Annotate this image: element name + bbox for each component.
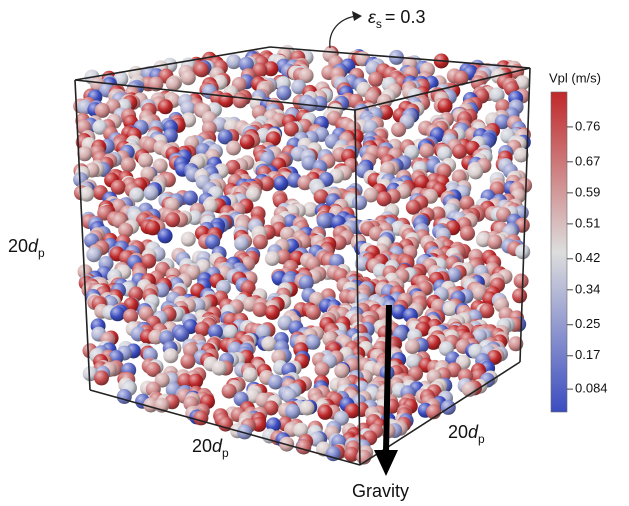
colorbar-title: Vpl (m/s) xyxy=(549,70,601,85)
particle xyxy=(391,122,406,137)
particle xyxy=(315,362,330,377)
colorbar: 0.76 0.67 0.59 0.51 0.42 0.34 0.25 0.17 0.084 xyxy=(551,92,608,412)
particle xyxy=(487,234,502,249)
particle xyxy=(460,226,475,241)
particle xyxy=(145,220,160,235)
tick-label: 0.59 xyxy=(575,184,600,199)
tick-label: 0.25 xyxy=(575,316,600,331)
particle xyxy=(352,195,367,210)
tick-label: 0.084 xyxy=(575,381,608,396)
figure: εs= 0.3 20dp 20dp 20dp Gravity Vpl (m/s)… xyxy=(0,0,629,506)
particle xyxy=(253,234,268,249)
particle xyxy=(512,288,527,303)
particle xyxy=(212,361,227,376)
particle xyxy=(406,200,421,215)
particle xyxy=(276,86,291,101)
particle xyxy=(138,153,153,168)
tick-label: 0.67 xyxy=(575,153,600,168)
particle xyxy=(243,367,258,382)
tick-label: 0.42 xyxy=(575,250,600,265)
particle xyxy=(468,164,483,179)
gravity-label: Gravity xyxy=(352,481,409,501)
particle xyxy=(226,54,241,69)
particle xyxy=(123,309,138,324)
particle xyxy=(240,134,255,149)
particle xyxy=(306,305,321,320)
particle xyxy=(163,348,178,363)
particle xyxy=(110,306,125,321)
particle xyxy=(121,157,136,172)
particle xyxy=(94,370,109,385)
particle xyxy=(265,305,280,320)
particle xyxy=(226,141,241,156)
particle xyxy=(515,244,530,259)
particle xyxy=(158,228,173,243)
particle xyxy=(86,247,101,262)
particle xyxy=(181,70,196,85)
dimension-label: 20dp xyxy=(448,422,485,446)
particle xyxy=(273,176,288,191)
colorbar-scale xyxy=(551,92,567,412)
particle xyxy=(268,375,283,390)
particle xyxy=(165,212,180,227)
particle xyxy=(193,410,208,425)
particle xyxy=(300,401,315,416)
particle xyxy=(233,93,248,108)
gravity-arrow xyxy=(386,305,389,452)
tick-label: 0.76 xyxy=(575,118,600,133)
particle xyxy=(438,98,453,113)
tick-label: 0.17 xyxy=(575,347,600,362)
particle xyxy=(368,72,383,87)
particle xyxy=(334,363,349,378)
particle xyxy=(296,440,311,455)
particle xyxy=(285,404,300,419)
particle xyxy=(299,275,314,290)
dimension-label: 20dp xyxy=(192,436,229,460)
particle xyxy=(181,232,196,247)
particle xyxy=(318,405,333,420)
particle xyxy=(265,251,280,266)
particle xyxy=(194,62,209,77)
particle xyxy=(405,339,420,354)
tick-label: 0.51 xyxy=(575,215,600,230)
particle xyxy=(158,99,173,114)
particle xyxy=(514,274,529,289)
annotation: εs= 0.3 xyxy=(368,7,425,31)
dimension-label: 20dp xyxy=(8,236,45,260)
arrowhead xyxy=(374,450,398,476)
arrowhead xyxy=(352,11,362,21)
particle xyxy=(144,186,159,201)
particle xyxy=(261,336,276,351)
annotation-arrow xyxy=(330,16,357,48)
tick-label: 0.34 xyxy=(575,281,600,296)
particle xyxy=(180,354,195,369)
particle xyxy=(166,76,181,91)
particle xyxy=(234,236,249,251)
particles xyxy=(73,45,532,465)
